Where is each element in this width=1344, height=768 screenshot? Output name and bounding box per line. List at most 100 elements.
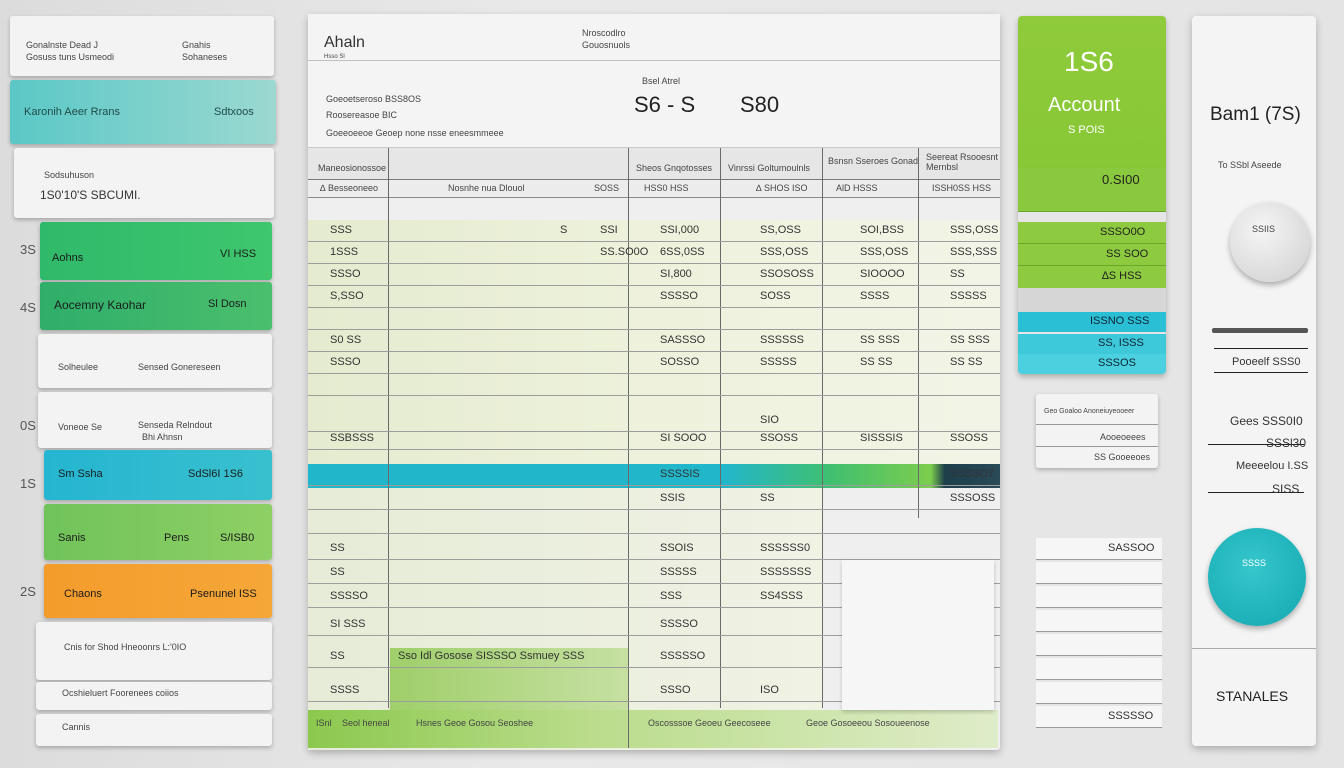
account-row-2: SSSO0O bbox=[1018, 222, 1166, 244]
mini-table-row[interactable]: SSSSSO bbox=[1036, 706, 1162, 728]
table-row[interactable]: SSBSSS SI SOOO SSOSS SISSSIS SSOSS bbox=[308, 428, 1000, 450]
left-row-4: Voneoe Se Senseda Relndout Bhi Ahnsn bbox=[38, 392, 272, 448]
table-cell: 6SS,0SS bbox=[660, 246, 705, 258]
table-row[interactable]: SSSO SI,800 SSOSOSS SIOOOO SS bbox=[308, 264, 1000, 286]
mini-table-row[interactable] bbox=[1036, 610, 1162, 632]
teal-circle-label: SSSS bbox=[1242, 558, 1267, 568]
mid-right-divider-2 bbox=[1036, 446, 1158, 447]
left-row-3-label: Solheulee bbox=[58, 362, 99, 372]
mini-table-row[interactable] bbox=[1036, 586, 1162, 608]
table-row[interactable]: S0 SS SASSSO SSSSSS SS SSS SS SSS bbox=[308, 330, 1000, 352]
table-cell: SSSSS bbox=[950, 290, 987, 302]
account-teal-2-value: SS, ISSS bbox=[1098, 337, 1144, 349]
knob[interactable]: SSIIS bbox=[1230, 202, 1310, 282]
left-row-3-value: Sensed Gonereseen bbox=[138, 362, 221, 372]
table-cell: SSS,OSS bbox=[760, 246, 809, 258]
left-row-7: Cannis bbox=[36, 714, 272, 746]
right-underline-0 bbox=[1214, 348, 1308, 349]
table-row[interactable]: SS SSOIS SSSSSS0 bbox=[308, 538, 1000, 560]
table-cell: SSSSO bbox=[330, 590, 368, 602]
right-line-3: SSSl30 bbox=[1266, 436, 1307, 450]
left-row-7-label: Cannis bbox=[62, 722, 91, 732]
left-green-3-label: Sanis bbox=[58, 532, 86, 544]
footer-left: ISnl bbox=[316, 718, 332, 728]
left-row-3: Solheulee Sensed Gonereseen bbox=[38, 334, 272, 388]
table-header-band: Maneosionossoe Sheos Gnqotosses Vinrssi … bbox=[308, 148, 1000, 180]
mini-table-row[interactable] bbox=[1036, 562, 1162, 584]
table-cell: 1SSS bbox=[330, 246, 359, 258]
left-teal-item[interactable]: Karonih Aeer Rrans Sdtxoos bbox=[10, 80, 276, 144]
table-row[interactable]: 1SSS SS.SO0O 6SS,0SS SSS,OSS SSS,OSS SSS,SSS bbox=[308, 242, 1000, 264]
green-footer-bar bbox=[308, 710, 998, 748]
left-teal-item-2[interactable]: Sm Ssha SdSl6I 1S6 bbox=[44, 450, 272, 500]
footer-text-4: Geoe Gosoeeou Sosoueenose bbox=[806, 718, 930, 728]
sheet-big-value-1: S6 - S bbox=[634, 92, 696, 117]
right-footer[interactable]: STANALES bbox=[1216, 688, 1289, 704]
account-card[interactable]: 1S6 Account S POIS 0.SI00 SSSO0O SS SOO … bbox=[1018, 16, 1166, 374]
table-body-bg bbox=[308, 220, 1000, 464]
table-cell: SISSSIS bbox=[860, 432, 903, 444]
table-row[interactable]: SSIS SS SSSOSS bbox=[308, 488, 1000, 510]
subheader-5: ∆ SHOS ISO bbox=[756, 183, 808, 193]
mini-table-row[interactable] bbox=[1036, 634, 1162, 656]
sheet-label-3: Goeeoeeoe Geoep none nsse eneesmmeee bbox=[326, 128, 504, 138]
left-green-item-1[interactable]: Aohns VI HSS bbox=[40, 222, 272, 280]
right-footer-divider bbox=[1192, 648, 1316, 649]
table-cell: SSI,000 bbox=[660, 224, 700, 236]
table-cell: SIO bbox=[760, 414, 779, 426]
right-underline-3 bbox=[1208, 492, 1304, 493]
table-row[interactable]: SIO bbox=[308, 410, 1000, 432]
table-cell: SSS,OSS bbox=[860, 246, 909, 258]
left-orange-item[interactable]: Chaons Psenunel ISS bbox=[44, 564, 272, 618]
left-row-6: Ocshieluert Foorenees coiios bbox=[36, 682, 272, 710]
right-line-5: SISS bbox=[1272, 482, 1300, 496]
mid-right-divider bbox=[1036, 424, 1158, 425]
side-number-5: 2S bbox=[20, 584, 36, 599]
table-cell: SS bbox=[950, 268, 965, 280]
footer-text-1: Seol heneal bbox=[342, 718, 390, 728]
table-cell: SS.SO0O bbox=[600, 246, 649, 258]
table-cell: SSI bbox=[600, 224, 618, 236]
table-cell: SS bbox=[760, 492, 775, 504]
table-cell: SSSSSSS bbox=[760, 566, 812, 578]
table-row[interactable]: SSSSIS SSSSO7 bbox=[308, 464, 1000, 486]
table-row[interactable]: SSSSO SSS SS4SSS bbox=[308, 586, 1000, 608]
left-green-item-3[interactable]: Sanis Pens S/ISB0 bbox=[44, 504, 272, 560]
mini-table-row[interactable]: SASSOO bbox=[1036, 538, 1162, 560]
teal-circle-button[interactable]: SSSS bbox=[1208, 528, 1306, 626]
table-cell: SS SS bbox=[860, 356, 893, 368]
left-card-top-line2: Gosuss tuns Usmeodi bbox=[26, 52, 115, 62]
table-cell: SS SSS bbox=[950, 334, 990, 346]
table-cell: SI SOOO bbox=[660, 432, 707, 444]
table-cell: SSOSS bbox=[950, 432, 988, 444]
table-row[interactable]: SSS S SSI SSI,000 SS,OSS SOI,BSS SSS,OSS bbox=[308, 220, 1000, 242]
table-cell: SSSSIS bbox=[660, 468, 700, 480]
table-cell: SASSSO bbox=[660, 334, 706, 346]
side-number-2: 4S bbox=[20, 300, 36, 315]
left-row-4-value2: Bhi Ahnsn bbox=[142, 432, 183, 442]
mid-right-row2: SS Gooeeoes bbox=[1094, 452, 1151, 462]
left-green-item-2[interactable]: Aocemny Kaohar Sl Dosn bbox=[40, 282, 272, 330]
account-row-4-value: ∆S HSS bbox=[1102, 270, 1142, 282]
mid-right-box: Geo Goaloo Anoneiuyeooeer Aooeoeees SS G… bbox=[1036, 394, 1158, 468]
left-green-1-label: Aohns bbox=[52, 252, 84, 264]
table-row[interactable]: SI SSS SSSSO bbox=[308, 614, 1000, 636]
left-row-5: Cnis for Shod Hneoonrs L:'0IO bbox=[36, 622, 272, 680]
highlight-bar[interactable] bbox=[308, 464, 1000, 488]
account-row-2-value: SSSO0O bbox=[1100, 226, 1146, 238]
col-line-3 bbox=[720, 148, 721, 708]
right-line-1: Pooeelf SSS0 bbox=[1232, 356, 1301, 368]
table-cell: SSSS bbox=[860, 290, 890, 302]
table-row[interactable]: SSSO SOSSO SSSSS SS SS SS SS bbox=[308, 352, 1000, 374]
mini-table-row[interactable] bbox=[1036, 682, 1162, 704]
table-row[interactable] bbox=[308, 308, 1000, 330]
table-cell: S,SSO bbox=[330, 290, 364, 302]
mini-table-row[interactable] bbox=[1036, 658, 1162, 680]
table-row[interactable] bbox=[308, 374, 1000, 396]
account-row-3: SS SOO bbox=[1018, 244, 1166, 266]
left-green-3-value: S/ISB0 bbox=[220, 532, 255, 544]
table-cell: SS bbox=[330, 566, 345, 578]
left-row-4-value1: Senseda Relndout bbox=[138, 420, 213, 430]
table-row[interactable]: S,SSO SSSSO SOSS SSSS SSSSS bbox=[308, 286, 1000, 308]
table-row[interactable] bbox=[308, 512, 1000, 534]
